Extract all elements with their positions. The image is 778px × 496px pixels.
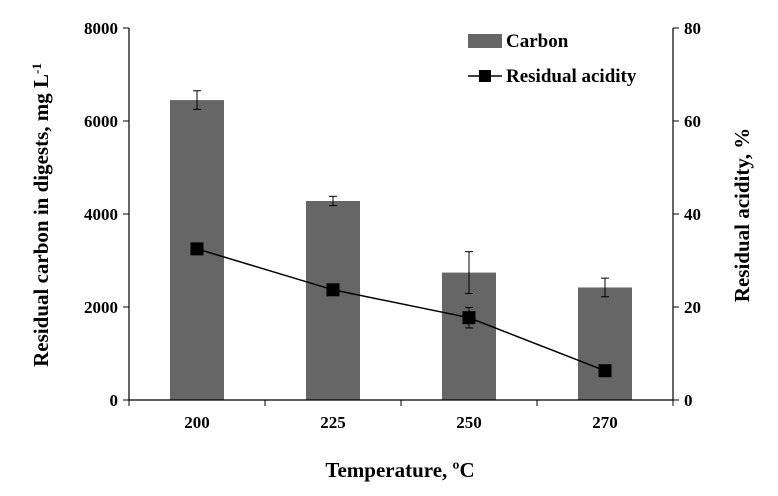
y-right-tick-label-0: 0 [684,391,693,410]
y-right-tick-label-60: 60 [684,112,701,131]
y-left-tick-label-4000: 4000 [84,205,118,224]
y-right-tick-label-20: 20 [684,298,701,317]
y-right-tick-label-80: 80 [684,19,701,38]
acidity-line-group [190,242,612,378]
acidity-point-200 [190,242,204,256]
legend: Carbon Residual acidity [468,31,637,87]
legend-acidity-label: Residual acidity [506,66,637,87]
legend-acidity-marker [479,70,491,82]
legend-carbon-label: Carbon [506,31,569,52]
x-tick-label-225: 225 [320,413,346,432]
legend-carbon-swatch [468,34,502,48]
y-left-axis-label-text: Residual carbon in digests, mg L [29,74,53,367]
bar-270 [578,287,632,400]
acidity-line [196,248,606,372]
y-left-tick-label-8000: 8000 [84,19,118,38]
y-right-tick-label-40: 40 [684,205,701,224]
x-tick-labels-group: 200 225 250 270 [184,413,618,432]
y-right-axis-label: Residual acidity, % [730,128,754,302]
x-tick-label-250: 250 [456,413,482,432]
acidity-point-270 [598,364,612,378]
left-tick-labels-group: 0 2000 4000 6000 8000 [84,19,118,410]
axes-group [123,27,679,406]
x-axis-label: Temperature, ºC [325,458,474,482]
x-tick-label-270: 270 [592,413,618,432]
x-tick-label-200: 200 [184,413,210,432]
bar-225 [306,200,360,400]
bar-error-bars-group [193,90,609,298]
acidity-point-225 [326,283,340,297]
y-left-tick-label-0: 0 [110,391,119,410]
y-left-tick-label-2000: 2000 [84,298,118,317]
y-left-axis-label: Residual carbon in digests, mg L-1 [29,63,54,367]
bars-group [170,100,632,400]
acidity-point-250 [462,311,476,325]
right-tick-labels-group: 0 20 40 60 80 [684,19,701,410]
y-left-axis-label-superscript: -1 [29,63,44,74]
y-left-tick-label-6000: 6000 [84,112,118,131]
